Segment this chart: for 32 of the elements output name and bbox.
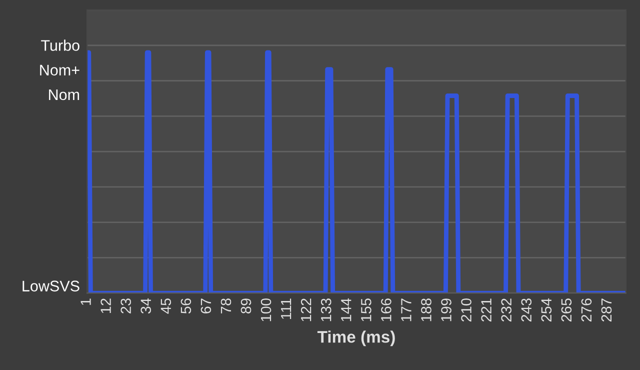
x-tick-label: 276 bbox=[581, 298, 592, 322]
x-tick-label: 265 bbox=[561, 298, 572, 322]
text: Turbo bbox=[41, 40, 80, 51]
x-tick-label: 155 bbox=[361, 298, 372, 322]
x-tick-label: 56 bbox=[180, 298, 192, 314]
x-tick-label: 199 bbox=[441, 298, 452, 322]
text: Nom+ bbox=[40, 64, 80, 76]
x-tick-label: 221 bbox=[481, 298, 492, 322]
x-tick-label: 177 bbox=[401, 298, 412, 322]
x-tick-label: 100 bbox=[260, 298, 272, 322]
x-tick-label: 210 bbox=[461, 298, 472, 322]
x-tick-label: 122 bbox=[300, 298, 312, 322]
x-tick-label: 89 bbox=[240, 298, 252, 314]
x-tick-label: 254 bbox=[541, 298, 552, 322]
x-tick-label: 188 bbox=[421, 298, 432, 322]
x-tick-label: 1 bbox=[80, 298, 91, 305]
x-tick-label: 23 bbox=[120, 298, 132, 314]
x-tick-label: 34 bbox=[140, 298, 152, 314]
x-tick-label: 78 bbox=[220, 298, 232, 314]
x-tick-label: 287 bbox=[601, 298, 612, 322]
x-tick-label: 111 bbox=[281, 298, 292, 319]
x-axis-title: Time (ms) bbox=[317, 330, 395, 346]
x-tick-label: 232 bbox=[501, 298, 512, 322]
x-tick-label: 133 bbox=[320, 298, 332, 322]
x-tick-label: 12 bbox=[100, 298, 111, 314]
text: LowSVS bbox=[22, 280, 80, 292]
x-tick-label: 45 bbox=[160, 298, 172, 314]
x-tick-label: 144 bbox=[341, 298, 352, 322]
x-tick-label: 166 bbox=[381, 298, 392, 322]
x-tick-label: 243 bbox=[521, 298, 532, 322]
x-tick-label: 67 bbox=[200, 298, 212, 314]
text: Nom bbox=[49, 89, 80, 100]
